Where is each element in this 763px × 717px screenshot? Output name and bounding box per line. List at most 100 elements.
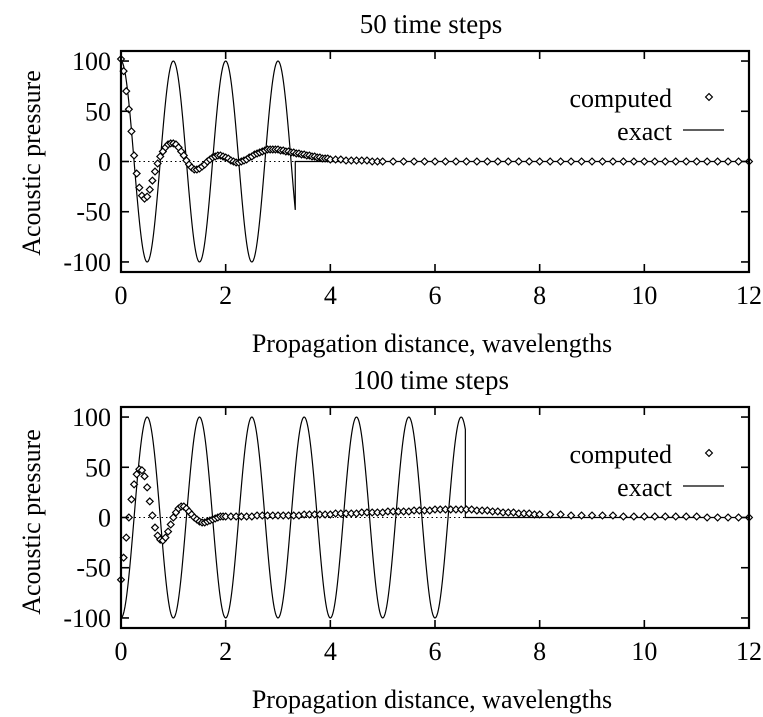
x-tick-label: 0 xyxy=(115,281,128,310)
computed-point xyxy=(661,157,670,166)
computed-point xyxy=(650,512,660,521)
x-tick-label: 2 xyxy=(219,637,232,666)
computed-point xyxy=(504,157,513,166)
computed-point xyxy=(577,157,586,166)
computed-point xyxy=(692,512,701,521)
x-tick-label: 8 xyxy=(533,637,546,666)
computed-point xyxy=(388,157,398,166)
computed-point xyxy=(524,157,534,166)
x-tick-label: 4 xyxy=(324,637,337,666)
computed-point xyxy=(161,533,170,542)
computed-point xyxy=(127,495,136,504)
computed-point xyxy=(629,512,639,521)
y-tick-label: 50 xyxy=(85,97,111,126)
computed-point xyxy=(734,513,743,522)
chart-panel-50-steps: 50 time steps Acoustic pressure Propagat… xyxy=(17,9,762,358)
y-tick-label: 0 xyxy=(98,504,111,533)
computed-point xyxy=(535,157,544,166)
computed-point xyxy=(671,157,680,166)
x-tick-label: 4 xyxy=(324,281,337,310)
computed-point xyxy=(148,511,157,520)
computed-point xyxy=(702,157,712,166)
computed-point xyxy=(524,509,534,518)
computed-point xyxy=(619,512,628,521)
legend-marker-computed xyxy=(704,92,714,102)
computed-point xyxy=(545,157,555,166)
computed-point xyxy=(702,513,712,522)
exact-series-line xyxy=(120,60,749,263)
computed-point xyxy=(472,157,482,166)
x-tick-label: 12 xyxy=(736,281,762,310)
y-tick-label: -100 xyxy=(63,248,111,277)
computed-point xyxy=(441,157,450,166)
computed-point xyxy=(145,497,155,506)
chart-panel-100-steps: 100 time steps Acoustic pressure Propaga… xyxy=(17,365,762,714)
computed-point xyxy=(150,167,160,176)
x-axis-label: Propagation distance, wavelengths xyxy=(252,329,612,358)
x-tick-label: 8 xyxy=(533,281,546,310)
x-tick-label: 10 xyxy=(631,281,657,310)
computed-point xyxy=(640,157,649,166)
computed-point xyxy=(166,520,175,529)
x-tick-label: 2 xyxy=(219,281,232,310)
computed-point xyxy=(640,512,649,521)
chart-title: 100 time steps xyxy=(353,365,509,395)
computed-point xyxy=(650,157,660,166)
y-tick-label: -50 xyxy=(76,198,111,227)
computed-point xyxy=(127,127,136,136)
computed-point xyxy=(467,505,476,514)
computed-point xyxy=(661,512,670,521)
x-axis-label: Propagation distance, wavelengths xyxy=(252,685,612,714)
computed-point xyxy=(129,151,139,160)
y-axis-label: Acoustic pressure xyxy=(17,429,46,615)
exact-series-line xyxy=(120,416,749,619)
computed-point xyxy=(671,512,680,521)
computed-point xyxy=(723,157,733,166)
y-tick-label: -50 xyxy=(76,554,111,583)
computed-point xyxy=(142,483,152,492)
computed-point xyxy=(148,176,157,185)
computed-point xyxy=(629,157,639,166)
computed-point xyxy=(430,157,440,166)
computed-point xyxy=(142,192,152,201)
computed-point xyxy=(566,157,576,166)
computed-point xyxy=(145,185,155,194)
computed-point xyxy=(535,510,544,519)
computed-point xyxy=(713,157,722,166)
computed-point xyxy=(153,159,162,168)
computed-point xyxy=(493,157,503,166)
computed-point xyxy=(713,513,722,522)
x-tick-label: 6 xyxy=(429,637,442,666)
computed-point xyxy=(137,466,147,475)
computed-point xyxy=(121,86,131,96)
computed-point xyxy=(336,155,346,164)
y-tick-label: -100 xyxy=(63,604,111,633)
computed-point xyxy=(514,157,523,166)
computed-point xyxy=(556,157,565,166)
y-tick-label: 50 xyxy=(85,453,111,482)
computed-point xyxy=(598,511,607,520)
computed-point xyxy=(378,157,387,166)
computed-point xyxy=(124,105,134,114)
chart-title: 50 time steps xyxy=(360,9,503,39)
x-tick-label: 0 xyxy=(115,637,128,666)
computed-point xyxy=(619,157,628,166)
computed-point xyxy=(734,157,743,166)
legend-label-computed: computed xyxy=(569,84,672,113)
computed-point xyxy=(681,512,691,521)
computed-point xyxy=(608,511,618,520)
computed-point xyxy=(451,157,461,166)
y-tick-label: 0 xyxy=(98,148,111,177)
legend-label-exact: exact xyxy=(617,117,673,146)
y-tick-label: 100 xyxy=(72,403,111,432)
computed-point xyxy=(587,157,597,166)
computed-point xyxy=(608,157,618,166)
computed-point xyxy=(132,169,141,178)
legend-label-exact: exact xyxy=(617,473,673,502)
computed-point xyxy=(587,511,597,520)
legend-marker-computed xyxy=(704,448,714,458)
computed-point xyxy=(129,480,139,489)
computed-point xyxy=(545,510,555,519)
computed-point xyxy=(483,157,492,166)
